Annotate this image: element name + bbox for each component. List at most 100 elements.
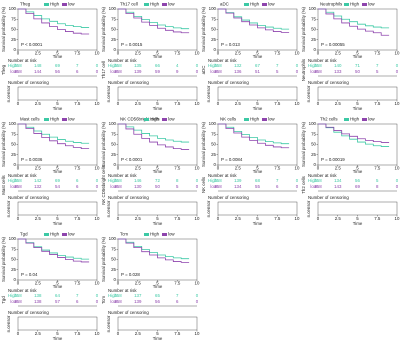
risk-count: 0 xyxy=(96,293,99,298)
risk-count: 56 xyxy=(355,178,360,183)
censor-title: Number of censoring xyxy=(8,80,49,85)
legend-swatch xyxy=(144,3,149,6)
censor-x-tick-label: 7.5 xyxy=(374,216,381,221)
censor-title: Number of censoring xyxy=(308,80,349,85)
risk-count: 0 xyxy=(196,178,199,183)
risk-title: Number at risk xyxy=(108,173,137,178)
risk-count: 69 xyxy=(355,184,360,189)
risk-count: 57 xyxy=(55,299,60,304)
legend-label: low xyxy=(168,117,175,122)
censor-frame xyxy=(317,201,398,216)
censor-x-tick-label: 2.5 xyxy=(235,216,242,221)
censor-y-label: n.censor xyxy=(6,85,11,102)
censor-x-title: Time xyxy=(53,106,63,111)
legend-label: low xyxy=(268,117,275,122)
x-tick-label: 7.5 xyxy=(374,51,381,56)
legend-swatch xyxy=(262,3,267,6)
censor-y-label: n.censor xyxy=(306,85,311,102)
survival-curve xyxy=(218,8,290,33)
risk-count: 69 xyxy=(55,178,60,183)
risk-count: 0 xyxy=(296,69,299,74)
censor-frame xyxy=(17,201,98,216)
y-tick-label: 100 xyxy=(9,121,17,126)
y-tick-label: 50 xyxy=(11,27,16,32)
risk-count: 56 xyxy=(55,69,60,74)
x-tick-label: 7.5 xyxy=(174,281,181,286)
risk-row-label: low xyxy=(110,69,117,74)
y-tick-label: 100 xyxy=(309,6,317,11)
risk-count: 0 xyxy=(396,184,399,189)
risk-count: 0 xyxy=(396,63,399,68)
censor-frame xyxy=(117,316,198,331)
censor-frame xyxy=(217,86,298,101)
strata-label: Neutrophils xyxy=(301,58,306,81)
risk-count: 0 xyxy=(196,299,199,304)
survival-curve xyxy=(18,8,90,35)
legend-swatch xyxy=(262,118,267,121)
x-tick-label: 5 xyxy=(356,166,359,171)
censor-x-tick-label: 0 xyxy=(317,216,320,221)
y-tick-label: 25 xyxy=(111,37,116,42)
risk-count: 5 xyxy=(276,69,279,74)
legend-label: low xyxy=(168,2,175,7)
x-tick-label: 0 xyxy=(317,51,320,56)
p-value: P = 0.00055 xyxy=(321,42,345,47)
x-tick-label: 10 xyxy=(195,51,200,56)
censor-x-tick-label: 2.5 xyxy=(335,101,342,106)
x-tick-label: 0 xyxy=(117,166,120,171)
survival-curve xyxy=(318,8,390,29)
y-tick-label: 0 xyxy=(114,277,117,282)
legend-title: Th17 cell xyxy=(120,2,138,7)
censor-x-tick-label: 5 xyxy=(256,216,259,221)
risk-row-label: High xyxy=(308,178,318,183)
censor-x-tick-label: 5 xyxy=(156,331,159,336)
legend-swatch xyxy=(144,118,149,121)
legend-label: High xyxy=(50,117,60,122)
legend-swatch xyxy=(44,3,49,6)
censor-y-label: n.censor xyxy=(106,200,111,217)
risk-count: 148 xyxy=(34,63,42,68)
legend-swatch xyxy=(62,118,67,121)
y-tick-label: 100 xyxy=(109,236,117,241)
censor-x-tick-label: 10 xyxy=(395,101,400,106)
risk-count: 137 xyxy=(134,293,142,298)
risk-count: 258 xyxy=(114,184,122,189)
risk-count: 258 xyxy=(214,184,222,189)
strata-label: Tgd xyxy=(1,296,6,304)
y-tick-label: 0 xyxy=(314,162,317,167)
risk-title: Number at risk xyxy=(108,288,137,293)
survival-curve xyxy=(218,123,290,145)
legend-swatch xyxy=(162,118,167,121)
risk-row-label: low xyxy=(10,184,17,189)
risk-row-label: High xyxy=(108,63,118,68)
y-tick-label: 75 xyxy=(111,131,116,136)
risk-row-label: low xyxy=(310,69,317,74)
survival-curve xyxy=(318,123,390,143)
y-tick-label: 25 xyxy=(211,152,216,157)
x-tick-label: 0 xyxy=(317,166,320,171)
censor-x-tick-label: 0 xyxy=(217,216,220,221)
x-tick-label: 5 xyxy=(256,166,259,171)
risk-count: 130 xyxy=(134,184,142,189)
p-value: P < 0.0001 xyxy=(121,157,143,162)
censor-x-title: Time xyxy=(53,336,63,341)
x-tick-label: 7.5 xyxy=(174,166,181,171)
censor-x-tick-label: 2.5 xyxy=(135,331,142,336)
risk-count: 0 xyxy=(196,69,199,74)
risk-count: 0 xyxy=(196,63,199,68)
censor-x-tick-label: 10 xyxy=(195,331,200,336)
censor-x-tick-label: 7.5 xyxy=(374,101,381,106)
risk-count: 258 xyxy=(214,69,222,74)
censor-frame xyxy=(17,86,98,101)
survival-curve xyxy=(318,8,390,36)
legend-swatch xyxy=(162,233,167,236)
risk-count: 4 xyxy=(176,63,179,68)
risk-count: 59 xyxy=(155,69,160,74)
risk-row-label: low xyxy=(210,69,217,74)
x-axis-title: Time xyxy=(53,284,63,289)
x-tick-label: 2.5 xyxy=(235,166,242,171)
censor-x-tick-label: 0 xyxy=(117,331,120,336)
p-value: P = 0.0015 xyxy=(121,42,143,47)
